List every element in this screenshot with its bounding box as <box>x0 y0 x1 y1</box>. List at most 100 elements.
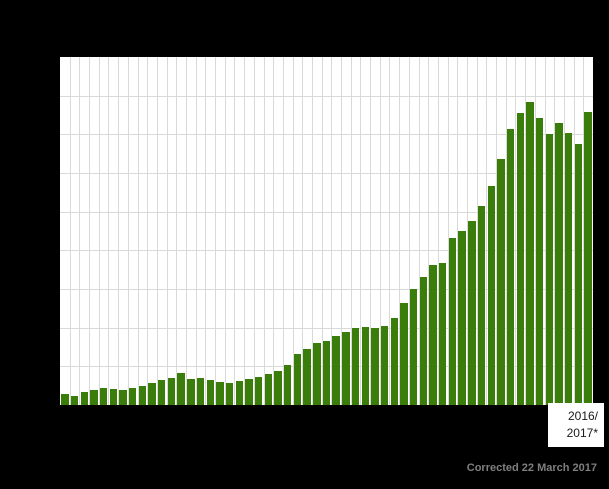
vertical-gridline <box>379 57 381 405</box>
vertical-gridline <box>244 57 246 405</box>
vertical-gridline <box>457 57 459 405</box>
bar-year-32 <box>361 326 369 405</box>
bar-year-14 <box>187 378 195 405</box>
bar-year-48 <box>516 113 524 405</box>
vertical-gridline <box>108 57 110 405</box>
bar-year-9 <box>138 385 147 405</box>
corrected-date-note: Corrected 22 March 2017 <box>466 462 597 474</box>
vertical-gridline <box>370 57 372 405</box>
bar-year-28 <box>322 340 331 405</box>
vertical-gridline <box>302 57 304 405</box>
vertical-gridline <box>127 57 129 405</box>
vertical-gridline <box>399 57 401 405</box>
vertical-gridline <box>205 57 207 405</box>
vertical-gridline <box>311 57 313 405</box>
vertical-gridline <box>476 57 478 405</box>
bar-year-49 <box>526 102 534 405</box>
vertical-gridline <box>292 57 294 405</box>
vertical-gridline <box>89 57 91 405</box>
bar-year-39 <box>429 265 437 405</box>
bar-year-21 <box>254 376 263 405</box>
vertical-gridline <box>408 57 410 405</box>
vertical-gridline <box>554 57 556 405</box>
bar-year-25 <box>293 353 302 405</box>
horizontal-gridline <box>60 95 593 97</box>
vertical-gridline <box>563 57 565 405</box>
horizontal-gridline <box>60 134 593 136</box>
vertical-gridline <box>224 57 226 405</box>
vertical-gridline <box>525 57 527 405</box>
bar-year-11 <box>158 379 166 405</box>
bar-year-2 <box>70 395 79 405</box>
vertical-gridline <box>350 57 352 405</box>
bar-year-55-2016-2017 <box>584 112 592 405</box>
vertical-gridline <box>428 57 430 405</box>
bar-year-45 <box>487 185 495 405</box>
bar-year-15 <box>196 377 205 405</box>
vertical-gridline <box>583 57 585 405</box>
callout-line-1: 2016/ <box>567 409 598 423</box>
vertical-gridline <box>282 57 284 405</box>
vertical-gridline <box>69 57 71 405</box>
bar-year-53 <box>565 132 573 405</box>
bar-year-30 <box>342 331 350 405</box>
vertical-gridline <box>195 57 197 405</box>
bar-year-19 <box>235 381 243 405</box>
bar-year-46 <box>497 158 505 405</box>
vertical-gridline <box>176 57 178 405</box>
vertical-gridline <box>467 57 469 405</box>
vertical-gridline <box>437 57 439 405</box>
vertical-gridline <box>137 57 139 405</box>
vertical-gridline <box>486 57 488 405</box>
bar-year-36 <box>400 303 408 405</box>
bar-year-26 <box>303 348 311 405</box>
vertical-gridline <box>331 57 333 405</box>
vertical-gridline <box>573 57 575 405</box>
bar-year-8 <box>128 387 137 405</box>
vertical-gridline <box>263 57 265 405</box>
vertical-gridline <box>253 57 255 405</box>
callout-line-2: 2017* <box>566 426 598 440</box>
vertical-gridline <box>147 57 149 405</box>
bar-year-3 <box>80 391 88 405</box>
bar-year-27 <box>313 342 321 405</box>
bar-year-37 <box>410 289 418 405</box>
vertical-gridline <box>505 57 507 405</box>
bar-year-13 <box>177 372 185 405</box>
vertical-gridline <box>185 57 187 405</box>
vertical-gridline <box>341 57 343 405</box>
bar-year-47 <box>506 129 515 405</box>
bar-year-17 <box>216 382 224 405</box>
bar-year-23 <box>274 370 282 405</box>
horizontal-gridline <box>60 327 593 329</box>
bar-year-38 <box>419 277 428 405</box>
vertical-gridline <box>79 57 81 405</box>
bar-year-4 <box>90 390 98 405</box>
bar-year-40 <box>439 263 447 405</box>
vertical-gridline <box>418 57 420 405</box>
horizontal-gridline <box>60 211 593 213</box>
bar-year-51 <box>545 133 554 405</box>
bar-year-42 <box>458 231 466 405</box>
vertical-gridline <box>118 57 120 405</box>
vertical-gridline <box>447 57 449 405</box>
vertical-gridline <box>166 57 168 405</box>
vertical-gridline <box>360 57 362 405</box>
bar-year-44 <box>477 205 486 405</box>
bar-year-7 <box>119 390 127 405</box>
last-bar-year-callout: 2016/ 2017* <box>548 403 604 447</box>
bar-year-43 <box>468 220 476 405</box>
vertical-gridline <box>544 57 546 405</box>
horizontal-gridline <box>60 173 593 174</box>
bar-year-18 <box>225 382 234 405</box>
bar-year-35 <box>390 318 399 405</box>
horizontal-gridline <box>60 289 593 290</box>
plot-area <box>60 57 593 405</box>
bar-year-12 <box>167 377 176 405</box>
horizontal-gridline <box>60 250 593 252</box>
vertical-gridline <box>496 57 498 405</box>
vertical-gridline <box>156 57 158 405</box>
bar-year-1 <box>61 393 69 405</box>
bar-year-33 <box>371 328 379 405</box>
